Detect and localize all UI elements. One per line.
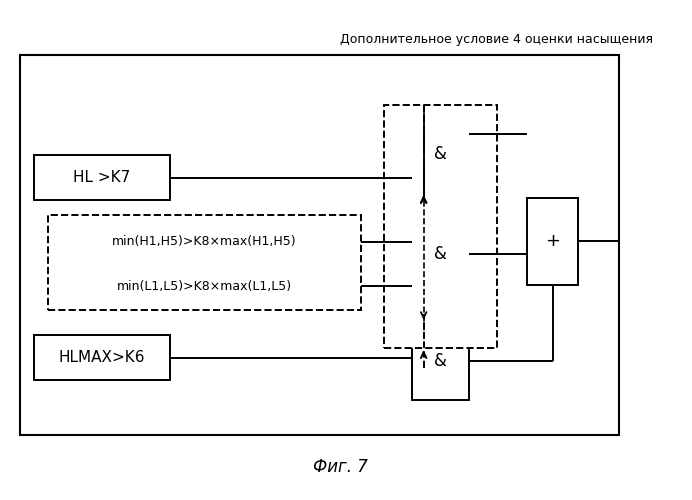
Text: +: + xyxy=(545,232,561,250)
Text: HLMAX>K6: HLMAX>K6 xyxy=(59,350,145,365)
Text: Дополнительное условие 4 оценки насыщения: Дополнительное условие 4 оценки насыщени… xyxy=(340,34,653,46)
Bar xyxy=(384,105,497,348)
Bar xyxy=(20,55,619,435)
Bar xyxy=(34,335,170,380)
Bar xyxy=(412,322,469,400)
Text: &: & xyxy=(434,145,447,163)
Text: min(L1,L5)>K8×max(L1,L5): min(L1,L5)>K8×max(L1,L5) xyxy=(116,280,291,292)
Text: Фиг. 7: Фиг. 7 xyxy=(313,458,367,476)
Text: &: & xyxy=(434,352,447,370)
Text: &: & xyxy=(434,244,447,263)
Bar xyxy=(412,115,469,192)
Bar xyxy=(48,215,361,310)
Bar xyxy=(34,155,170,200)
Bar xyxy=(412,215,469,292)
Text: HL >K7: HL >K7 xyxy=(73,170,131,185)
Bar xyxy=(527,198,579,285)
Text: min(H1,H5)>K8×max(H1,H5): min(H1,H5)>K8×max(H1,H5) xyxy=(112,235,296,248)
